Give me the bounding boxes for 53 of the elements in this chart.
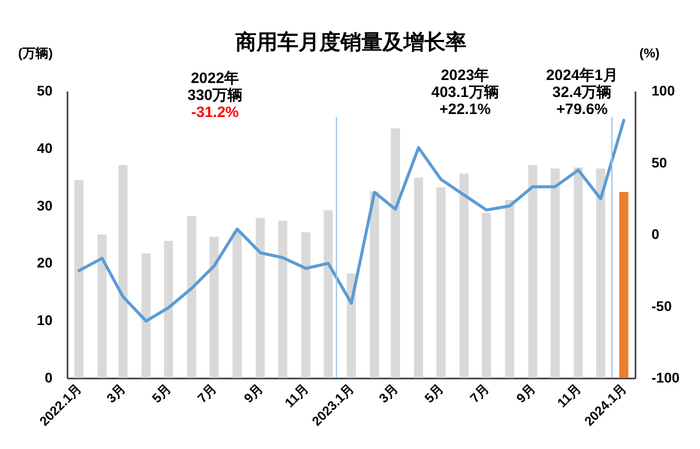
bar (209, 236, 219, 378)
bar (619, 192, 628, 378)
bar (232, 232, 242, 378)
bar (460, 174, 469, 378)
bar (505, 200, 514, 378)
y2-tick-label: -100 (652, 370, 680, 386)
x-tick-label: 9月 (513, 380, 538, 406)
bar (118, 165, 128, 378)
bar (98, 234, 107, 378)
x-tick-label: 7月 (194, 380, 220, 406)
bar (256, 218, 265, 378)
bar (528, 165, 538, 378)
y-axis-title: (万辆) (18, 46, 53, 60)
y2-tick-label: -50 (652, 298, 672, 314)
bar (142, 253, 151, 378)
x-tick-label: 9月 (240, 380, 266, 406)
bar (550, 168, 560, 378)
y2-tick-label: 50 (652, 154, 668, 170)
bar (187, 216, 196, 378)
y-tick-label: 50 (36, 82, 53, 98)
bar (301, 232, 310, 378)
y2-tick-label: 100 (652, 82, 676, 98)
bar (324, 210, 333, 378)
bar (164, 240, 174, 378)
bar (482, 212, 492, 378)
x-tick-label: 3月 (376, 380, 401, 406)
bar (574, 167, 583, 378)
y-tick-label: 40 (36, 140, 53, 156)
bar (414, 178, 424, 378)
x-tick-label: 11月 (282, 380, 312, 410)
x-tick-label: 5月 (421, 380, 446, 406)
bar (596, 168, 606, 378)
annotation: 2024年1月 32.4万辆 +79.6% (546, 67, 618, 118)
x-tick-label: 3月 (104, 380, 128, 406)
x-tick-label: 5月 (149, 380, 174, 406)
y2-tick-label: 0 (652, 226, 660, 242)
bar (278, 220, 288, 378)
x-tick-label: 11月 (554, 380, 584, 410)
y2-axis-title: (%) (639, 46, 660, 60)
x-tick-label: 7月 (467, 380, 492, 406)
bar (436, 187, 446, 378)
annotation: 2023年 403.1万辆 +22.1% (431, 67, 499, 118)
y-tick-label: 0 (44, 370, 53, 386)
bar (74, 180, 84, 378)
y-tick-label: 20 (36, 254, 53, 271)
bar (346, 274, 356, 378)
y-tick-label: 10 (36, 312, 53, 328)
bar (390, 128, 400, 378)
line-series (77, 118, 626, 323)
annotation: 2022年 330万辆 -31.2% (187, 70, 243, 121)
chart-title: 商用车月度销量及增长率 (234, 30, 466, 54)
bar (370, 191, 380, 378)
y-tick-label: 30 (36, 197, 53, 214)
